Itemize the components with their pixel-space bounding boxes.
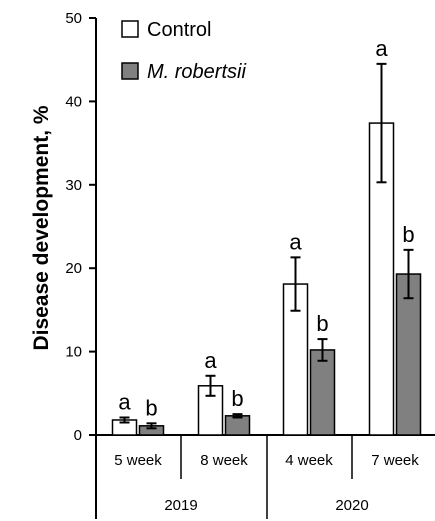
legend: Control M. robertsii bbox=[121, 19, 246, 83]
significance-letter: a bbox=[289, 229, 302, 254]
significance-letter: b bbox=[402, 222, 414, 247]
category-label: 7 week bbox=[371, 452, 419, 469]
y-tick-label: 20 bbox=[65, 260, 82, 277]
y-tick-label: 0 bbox=[74, 427, 82, 444]
legend-swatch-m-robertsii bbox=[121, 62, 139, 80]
y-tick-label: 10 bbox=[65, 344, 82, 361]
significance-letter: b bbox=[316, 311, 328, 336]
legend-label-control: Control bbox=[147, 19, 211, 41]
significance-letter: b bbox=[145, 395, 157, 420]
bars bbox=[111, 62, 422, 436]
bar bbox=[395, 273, 422, 436]
year-label: 2019 bbox=[164, 497, 197, 514]
y-tick-label: 50 bbox=[65, 10, 82, 27]
y-axis-label: Disease development, % bbox=[30, 105, 53, 350]
significance-letter: a bbox=[375, 36, 388, 61]
legend-swatch-control bbox=[121, 20, 139, 38]
category-label: 4 week bbox=[285, 452, 333, 469]
bar bbox=[224, 415, 251, 436]
significance-letter: a bbox=[118, 389, 131, 414]
significance-letter: b bbox=[231, 386, 243, 411]
category-label: 8 week bbox=[200, 452, 248, 469]
legend-label-m-robertsii: M. robertsii bbox=[147, 61, 246, 83]
significance-letter: a bbox=[204, 348, 217, 373]
y-tick-label: 30 bbox=[65, 177, 82, 194]
y-tick-label: 40 bbox=[65, 93, 82, 110]
bar bbox=[309, 349, 336, 436]
category-label: 5 week bbox=[114, 452, 162, 469]
year-label: 2020 bbox=[335, 497, 368, 514]
